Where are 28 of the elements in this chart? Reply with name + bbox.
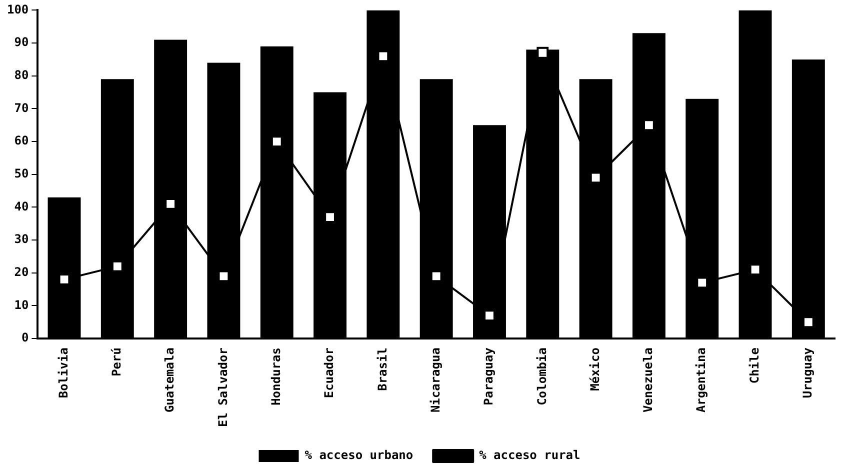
x-tick-label: Perú: [110, 348, 124, 376]
y-tick-label: 60: [14, 134, 29, 148]
y-tick-label: 70: [14, 100, 29, 115]
y-tick-label: 80: [14, 68, 29, 82]
x-tick-label: El Salvador: [216, 348, 230, 428]
y-tick-label: 90: [14, 35, 29, 50]
x-tick-label: Uruguay: [800, 348, 815, 398]
x-tick-label: Nicaragua: [428, 348, 442, 413]
x-tick-label: Brasil: [375, 348, 390, 391]
y-tick-label: 30: [14, 232, 29, 246]
legend-label: % acceso urbano: [304, 448, 414, 462]
x-tick-label: México: [588, 348, 602, 391]
y-tick-label: 40: [14, 199, 29, 214]
x-tick-label: Paraguay: [482, 348, 496, 406]
y-tick-label: 100: [6, 2, 29, 16]
x-tick-label: Argentina: [694, 348, 708, 413]
legend-label: % acceso rural: [479, 448, 580, 462]
y-tick-label: 10: [14, 298, 29, 312]
x-tick-label: Venezuela: [641, 348, 656, 413]
y-tick-label: 50: [14, 166, 29, 180]
y-tick-label: 0: [21, 330, 29, 345]
y-tick-label: 20: [14, 264, 29, 279]
x-tick-label: Bolivia: [56, 348, 70, 398]
x-tick-label: Ecuador: [322, 348, 336, 398]
x-tick-label: Chile: [747, 348, 762, 384]
x-tick-label: Guatemala: [162, 348, 177, 413]
x-tick-label: Colombia: [534, 348, 549, 406]
x-tick-label: Honduras: [268, 348, 283, 406]
